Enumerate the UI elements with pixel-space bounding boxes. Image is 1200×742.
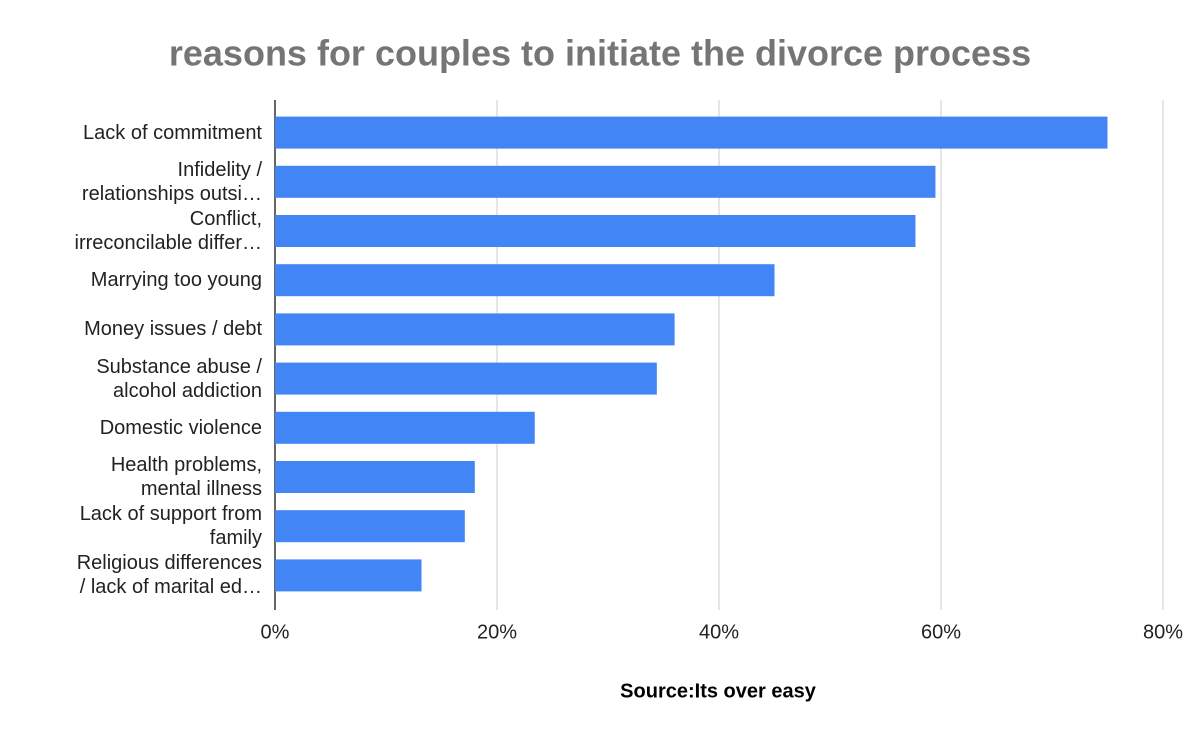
bar <box>275 461 475 493</box>
y-tick-label: Domestic violence <box>99 416 262 439</box>
x-tick-label: 0% <box>261 621 290 643</box>
x-tick-label: 60% <box>921 621 961 643</box>
y-tick-label: Lack of support from family <box>79 503 262 550</box>
y-tick-label: Infidelity / relationships outsi… <box>81 158 262 205</box>
y-tick-label: Lack of commitment <box>83 121 262 144</box>
chart-title: reasons for couples to initiate the divo… <box>169 33 1031 74</box>
x-tick-label: 40% <box>699 621 739 643</box>
y-tick-label: Health problems, mental illness <box>110 454 262 500</box>
y-tick-label: Conflict, irreconcilable differ… <box>74 208 263 254</box>
bar <box>275 510 465 543</box>
x-tick-label: 80% <box>1143 621 1183 643</box>
y-tick-label: Marrying too young <box>90 269 262 292</box>
bar <box>275 264 775 297</box>
bar <box>275 116 1108 149</box>
y-tick-label: Religious differences / lack of marital … <box>76 552 262 599</box>
bar <box>275 411 535 444</box>
bar <box>275 362 657 395</box>
bar <box>275 313 675 346</box>
source-note: Source:Its over easy <box>620 680 817 702</box>
bar <box>275 559 422 592</box>
bar <box>275 215 916 247</box>
bar <box>275 165 936 198</box>
x-tick-label: 20% <box>477 621 517 643</box>
y-tick-label: Money issues / debt <box>84 318 262 341</box>
y-tick-label: Substance abuse / alcohol addiction <box>96 355 262 402</box>
